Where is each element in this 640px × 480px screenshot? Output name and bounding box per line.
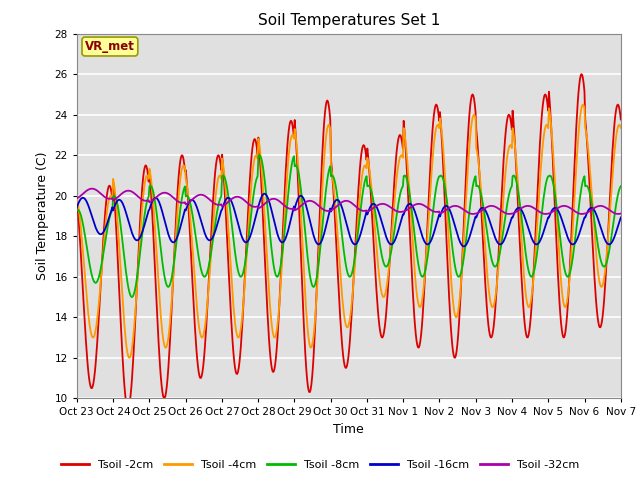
Text: VR_met: VR_met [85, 40, 135, 53]
Legend: Tsoil -2cm, Tsoil -4cm, Tsoil -8cm, Tsoil -16cm, Tsoil -32cm: Tsoil -2cm, Tsoil -4cm, Tsoil -8cm, Tsoi… [56, 456, 584, 474]
Y-axis label: Soil Temperature (C): Soil Temperature (C) [36, 152, 49, 280]
X-axis label: Time: Time [333, 423, 364, 436]
Title: Soil Temperatures Set 1: Soil Temperatures Set 1 [258, 13, 440, 28]
